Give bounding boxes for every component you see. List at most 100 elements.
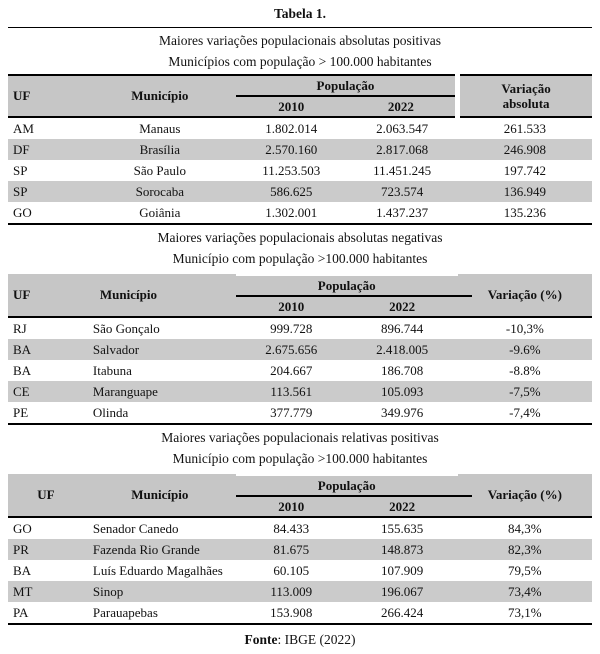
uf-cell: CE: [13, 383, 30, 399]
table-row: CE Maranguape 113.561 105.093 -7,5%: [8, 381, 592, 402]
pop-2022-cell: 2.817.068: [376, 141, 429, 157]
table1-year-header-row: 2010 2022: [8, 96, 592, 118]
table-row: BA Itabuna 204.667 186.708 -8.8%: [8, 360, 592, 381]
pop-2010-cell: 60.105: [273, 562, 310, 578]
pop-2022-cell: 148.873: [381, 541, 424, 557]
uf-cell: AM: [13, 120, 34, 136]
pop-2010-cell: 586.625: [270, 183, 313, 199]
municipio-cell: Salvador: [92, 341, 140, 357]
table-row: PA Parauapebas 153.908 266.424 73,1%: [8, 602, 592, 624]
variacao-pct-column-header: Variação (%): [457, 273, 592, 318]
variacao-cell: -8.8%: [509, 362, 541, 378]
pop-2022-cell: 723.574: [381, 183, 424, 199]
uf-cell: BA: [13, 562, 32, 578]
variacao-header-line1: Variação: [501, 81, 551, 96]
table1-caption-line1: Maiores variações populacionais absoluta…: [159, 33, 441, 48]
municipio-cell: Senador Canedo: [92, 520, 179, 536]
pop-2010-cell: 84.433: [273, 520, 310, 536]
uf-column-header: UF: [8, 473, 84, 518]
variacao-cell: 136.949: [503, 183, 546, 199]
variacao-cell: 73,1%: [508, 604, 542, 620]
table1-header-row: UF Município População Variação absoluta: [8, 75, 592, 118]
year-2010-header: 2010: [235, 96, 347, 118]
uf-cell: PR: [13, 541, 29, 557]
pop-2022-cell: 186.708: [381, 362, 424, 378]
uf-cell: PE: [13, 404, 29, 420]
pop-2010-cell: 81.675: [273, 541, 310, 557]
uf-column-header: UF: [8, 273, 84, 318]
table-row: PR Fazenda Rio Grande 81.675 148.873 82,…: [8, 539, 592, 560]
table2-year-header-row: 2010 2022: [8, 296, 592, 318]
uf-column-header: UF: [8, 75, 84, 118]
pop-2022-cell: 896.744: [381, 320, 424, 336]
table-row: MT Sinop 113.009 196.067 73,4%: [8, 581, 592, 602]
year-2022-header: 2022: [346, 96, 458, 118]
table-row: GO Goiânia 1.302.001 1.437.237 135.236: [8, 202, 592, 224]
pop-2022-cell: 2.063.547: [376, 120, 429, 136]
table3-header-row: UF Município População Variação (%): [8, 471, 592, 518]
variacao-cell: 246.908: [503, 141, 546, 157]
variacao-header-line2: absoluta: [502, 96, 550, 111]
table-absolute-negative: UF Município População Variação (%) 2010…: [8, 271, 592, 425]
variacao-cell: -7,4%: [509, 404, 541, 420]
source-note: Fonte: IBGE (2022): [8, 632, 592, 648]
municipio-cell: Goiânia: [139, 204, 181, 220]
municipio-column-header: Município: [83, 273, 236, 318]
year-2022-header: 2022: [346, 296, 458, 318]
section-absolute-negative: Maiores variações populacionais absoluta…: [8, 229, 592, 425]
municipio-cell: Parauapebas: [92, 604, 158, 620]
table-row: SP Sorocaba 586.625 723.574 136.949: [8, 181, 592, 202]
municipio-cell: Sinop: [92, 583, 124, 599]
uf-cell: DF: [13, 141, 30, 157]
table-row: BA Luís Eduardo Magalhães 60.105 107.909…: [8, 560, 592, 581]
table-relative-positive: UF Município População Variação (%) 2010…: [8, 471, 592, 625]
table1-caption-line2: Municípios com população > 100.000 habit…: [168, 54, 432, 69]
uf-cell: BA: [13, 362, 32, 378]
table2-caption-line2: Município com população >100.000 habitan…: [172, 251, 428, 266]
pop-2010-cell: 999.728: [270, 320, 313, 336]
municipio-cell: Olinda: [92, 404, 129, 420]
variacao-cell: 261.533: [503, 120, 546, 136]
table2-header-row: UF Município População Variação (%): [8, 271, 592, 318]
table3-caption-line1: Maiores variações populacionais relativa…: [161, 430, 439, 445]
pop-2022-cell: 11.451.245: [373, 162, 432, 178]
pop-2010-cell: 2.675.656: [265, 341, 318, 357]
uf-cell: SP: [13, 162, 28, 178]
year-2010-header: 2010: [235, 296, 347, 318]
municipio-cell: Brasília: [139, 141, 181, 157]
table-row: RJ São Gonçalo 999.728 896.744 -10,3%: [8, 317, 592, 339]
pop-2022-cell: 105.093: [381, 383, 424, 399]
pop-2022-cell: 2.418.005: [376, 341, 429, 357]
uf-cell: BA: [13, 341, 32, 357]
pop-2010-cell: 113.009: [270, 583, 313, 599]
table-row: BA Salvador 2.675.656 2.418.005 -9.6%: [8, 339, 592, 360]
table-absolute-positive: UF Município População Variação absoluta …: [8, 74, 592, 225]
section-relative-positive: Maiores variações populacionais relativa…: [8, 429, 592, 625]
table-row: DF Brasília 2.570.160 2.817.068 246.908: [8, 139, 592, 160]
variacao-cell: 73,4%: [508, 583, 542, 599]
variacao-pct-column-header: Variação (%): [457, 473, 592, 518]
source-text: : IBGE (2022): [277, 632, 356, 647]
municipio-column-header: Município: [83, 473, 236, 518]
variacao-absoluta-column-header: Variação absoluta: [455, 75, 592, 118]
section-absolute-positive: Maiores variações populacionais absoluta…: [8, 32, 592, 225]
table-row: PE Olinda 377.779 349.976 -7,4%: [8, 402, 592, 424]
pop-2010-cell: 377.779: [270, 404, 313, 420]
pop-2010-cell: 1.302.001: [265, 204, 318, 220]
table2-caption-line1: Maiores variações populacionais absoluta…: [157, 230, 443, 245]
pop-2010-cell: 11.253.503: [262, 162, 321, 178]
pop-2010-cell: 113.561: [270, 383, 313, 399]
variacao-cell: -7,5%: [509, 383, 541, 399]
populacao-group-header: População: [235, 75, 458, 97]
source-label: Fonte: [244, 632, 278, 647]
table-row: AM Manaus 1.802.014 2.063.547 261.533: [8, 117, 592, 139]
municipio-cell: São Gonçalo: [92, 320, 160, 336]
pop-2010-cell: 153.908: [270, 604, 313, 620]
pop-2010-cell: 204.667: [270, 362, 313, 378]
pop-2022-cell: 107.909: [381, 562, 424, 578]
uf-cell: PA: [13, 604, 29, 620]
pop-2022-cell: 1.437.237: [376, 204, 429, 220]
variacao-cell: -10,3%: [505, 320, 544, 336]
pop-2022-cell: 266.424: [381, 604, 424, 620]
